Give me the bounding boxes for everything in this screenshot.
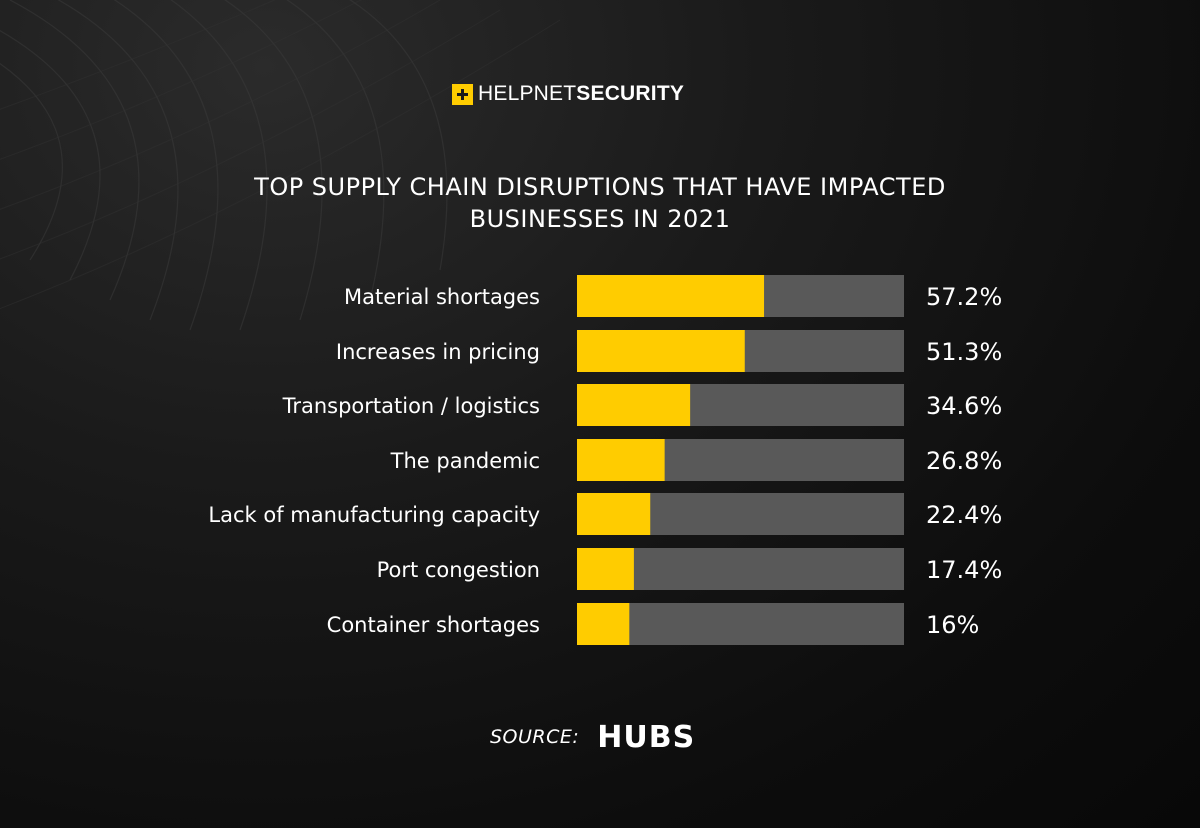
value-label: 57.2% xyxy=(926,283,1002,311)
bar xyxy=(577,603,630,645)
value-label: 16% xyxy=(926,611,979,639)
category-label: Transportation / logistics xyxy=(282,394,540,418)
bar xyxy=(577,439,665,481)
category-label: Material shortages xyxy=(344,285,540,309)
logo-suffix: SECURITY xyxy=(576,82,685,105)
logo-wordmark: HELPNETSECURITY xyxy=(478,83,684,105)
bar xyxy=(577,275,765,317)
value-label: 34.6% xyxy=(926,392,1002,420)
bar xyxy=(577,384,691,426)
logo-middle: NET xyxy=(533,82,577,105)
plus-icon xyxy=(452,83,473,105)
hubs-logo: HUBS xyxy=(597,719,696,755)
chart-title: TOP SUPPLY CHAIN DISRUPTIONS THAT HAVE I… xyxy=(100,171,1100,235)
chart-title-line-1: TOP SUPPLY CHAIN DISRUPTIONS THAT HAVE I… xyxy=(254,173,946,201)
logo-prefix: HELP xyxy=(478,82,534,105)
source-credit: SOURCE: HUBS xyxy=(490,719,696,755)
bar xyxy=(577,493,651,535)
category-label: Lack of manufacturing capacity xyxy=(208,503,540,527)
bar-track xyxy=(577,603,904,645)
value-label: 17.4% xyxy=(926,556,1002,584)
value-label: 26.8% xyxy=(926,447,1002,475)
category-label: Increases in pricing xyxy=(336,340,540,364)
source-label: SOURCE: xyxy=(490,726,580,748)
bar xyxy=(577,330,745,372)
category-label: The pandemic xyxy=(390,449,540,473)
bar xyxy=(577,548,634,590)
category-label: Container shortages xyxy=(327,613,540,637)
value-label: 22.4% xyxy=(926,501,1002,529)
helpnetsecurity-logo: HELPNETSECURITY xyxy=(452,83,684,105)
chart-title-line-2: BUSINESSES IN 2021 xyxy=(469,205,731,233)
category-label: Port congestion xyxy=(377,558,540,582)
value-label: 51.3% xyxy=(926,338,1002,366)
